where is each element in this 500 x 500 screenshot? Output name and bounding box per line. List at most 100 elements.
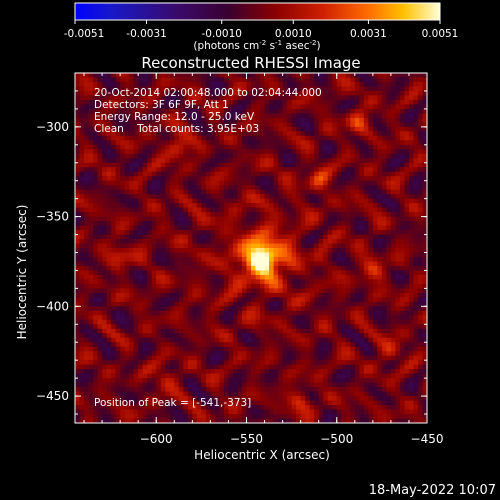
heatmap-cell [232, 297, 239, 303]
heatmap-cell [255, 319, 261, 325]
heatmap-cell [287, 310, 293, 316]
heatmap-cell [318, 225, 324, 231]
heatmap-cell [219, 77, 225, 83]
heatmap-cell [192, 288, 198, 294]
heatmap-cell [124, 306, 130, 312]
heatmap-cell [332, 270, 338, 276]
heatmap-cell [88, 86, 94, 92]
heatmap-cell [345, 167, 351, 173]
heatmap-cell [318, 171, 324, 177]
heatmap-cell [332, 283, 338, 289]
heatmap-cell [214, 315, 221, 321]
heatmap-cell [273, 149, 279, 155]
heatmap-cell [237, 126, 243, 132]
heatmap-cell [178, 274, 184, 281]
heatmap-cell [106, 90, 112, 97]
heatmap-cell [210, 297, 216, 303]
heatmap-cell [129, 95, 135, 101]
heatmap-cell [282, 243, 288, 249]
heatmap-cell [106, 122, 112, 128]
heatmap-cell [296, 252, 302, 258]
heatmap-cell [187, 81, 193, 88]
heatmap-cell [323, 274, 329, 281]
heatmap-cell [124, 301, 130, 307]
heatmap-cell [174, 167, 180, 173]
heatmap-cell [336, 86, 342, 92]
heatmap-cell [232, 185, 239, 191]
heatmap-cell [264, 274, 270, 281]
heatmap-cell [160, 234, 166, 240]
heatmap-cell [273, 288, 279, 294]
heatmap-cell [192, 265, 198, 272]
heatmap-cell [169, 95, 175, 101]
heatmap-cell [327, 153, 333, 159]
heatmap-cell [314, 328, 320, 334]
heatmap-cell [124, 203, 130, 209]
heatmap-cell [205, 279, 211, 285]
heatmap-cell [187, 310, 193, 316]
heatmap-cell [390, 346, 397, 352]
heatmap-cell [124, 292, 130, 298]
heatmap-cell [178, 297, 184, 303]
heatmap-cell [314, 346, 320, 352]
heatmap-cell [377, 301, 383, 307]
heatmap-cell [332, 315, 338, 321]
heatmap-cell [363, 261, 369, 267]
heatmap-cell [156, 310, 162, 316]
heatmap-cell [314, 90, 320, 97]
heatmap-cell [241, 243, 248, 249]
heatmap-cell [318, 212, 324, 218]
heatmap-cell [296, 122, 302, 128]
heatmap-cell [336, 297, 342, 303]
heatmap-cell [214, 176, 221, 182]
heatmap-cell [93, 81, 99, 88]
heatmap-cell [205, 73, 211, 79]
heatmap-cell [133, 252, 139, 258]
heatmap-cell [350, 225, 356, 231]
heatmap-cell [314, 292, 320, 298]
heatmap-cell [169, 283, 175, 289]
heatmap-cell [174, 315, 180, 321]
heatmap-cell [300, 212, 306, 218]
heatmap-cell [84, 328, 90, 334]
heatmap-cell [241, 301, 248, 307]
heatmap-cell [390, 270, 397, 276]
heatmap-cell [192, 149, 198, 155]
heatmap-cell [156, 73, 162, 79]
heatmap-cell [377, 135, 383, 141]
heatmap-cell [241, 225, 248, 231]
heatmap-cell [142, 274, 148, 281]
heatmap-cell [359, 351, 365, 357]
heatmap-cell [241, 342, 248, 348]
heatmap-cell [332, 346, 338, 352]
heatmap-cell [278, 283, 284, 289]
heatmap-cell [120, 189, 126, 195]
heatmap-cell [174, 301, 180, 307]
heatmap-cell [413, 337, 419, 343]
heatmap-cell [237, 319, 243, 325]
heatmap-cell [251, 221, 257, 227]
heatmap-cell [223, 77, 230, 83]
heatmap-cell [345, 207, 351, 213]
heatmap-cell [232, 319, 239, 325]
heatmap-cell [79, 310, 85, 316]
heatmap-cell [124, 239, 130, 245]
heatmap-cell [75, 113, 81, 119]
heatmap-cell [111, 81, 117, 88]
heatmap-cell [183, 126, 189, 132]
heatmap-cell [75, 333, 81, 339]
heatmap-cell [327, 167, 333, 173]
heatmap-cell [404, 140, 410, 146]
heatmap-cell [386, 346, 392, 352]
heatmap-cell [246, 99, 252, 106]
heatmap-cell [417, 122, 424, 128]
heatmap-cell [210, 328, 216, 334]
heatmap-cell [147, 203, 153, 209]
heatmap-cell [314, 194, 320, 200]
heatmap-cell [111, 135, 117, 141]
heatmap-cell [422, 90, 427, 97]
heatmap-cell [169, 81, 175, 88]
heatmap-cell [282, 221, 288, 227]
heatmap-cell [151, 301, 157, 307]
heatmap-cell [413, 176, 419, 182]
